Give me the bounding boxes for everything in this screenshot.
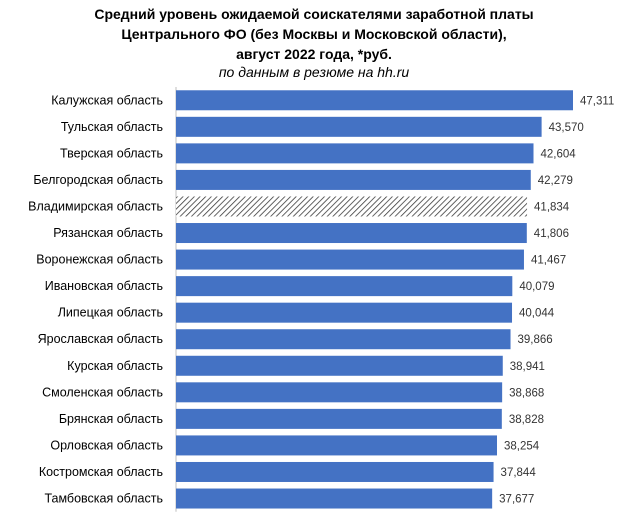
category-label-7: Воронежская область bbox=[36, 253, 163, 267]
value-label-12: 38,868 bbox=[509, 387, 544, 399]
chart-title-line-1: Средний уровень ожидаемой соискателями з… bbox=[94, 6, 534, 22]
value-label-1: 47,311 bbox=[580, 95, 614, 107]
category-label-3: Тверская область bbox=[60, 146, 163, 160]
value-label-3: 42,604 bbox=[541, 148, 577, 160]
value-label-13: 38,828 bbox=[509, 414, 544, 426]
bar-6 bbox=[176, 223, 527, 244]
bar-3 bbox=[176, 143, 534, 164]
bars-layer: Калужская область 47,311 Тульская область 4… bbox=[28, 87, 614, 512]
value-label-9: 40,044 bbox=[519, 308, 555, 320]
bar-15 bbox=[176, 461, 494, 482]
bar-7 bbox=[176, 249, 524, 270]
value-label-16: 37,677 bbox=[499, 494, 534, 506]
bar-8 bbox=[176, 276, 513, 297]
category-label-12: Смоленская область bbox=[42, 385, 163, 399]
category-label-1: Калужская область bbox=[51, 93, 163, 107]
bar-10 bbox=[176, 329, 511, 350]
value-label-10: 39,866 bbox=[518, 334, 553, 346]
value-label-14: 38,254 bbox=[504, 440, 540, 452]
value-label-5: 41,834 bbox=[534, 201, 570, 213]
bar-11 bbox=[176, 355, 503, 376]
bar-4 bbox=[176, 169, 531, 190]
bar-14 bbox=[176, 435, 498, 456]
bar-5 bbox=[176, 196, 528, 217]
bar-2 bbox=[176, 116, 542, 137]
category-label-5: Владимирская область bbox=[28, 199, 163, 213]
value-label-15: 37,844 bbox=[501, 467, 537, 479]
category-label-8: Ивановская область bbox=[45, 279, 163, 293]
bar-12 bbox=[176, 382, 503, 403]
category-label-6: Рязанская область bbox=[53, 226, 163, 240]
value-label-4: 42,279 bbox=[538, 175, 573, 187]
category-label-11: Курская область bbox=[67, 359, 163, 373]
category-label-2: Тульская область bbox=[61, 120, 163, 134]
category-label-4: Белгородская область bbox=[33, 173, 163, 187]
bar-9 bbox=[176, 302, 513, 323]
value-label-8: 40,079 bbox=[519, 281, 554, 293]
chart-title-block: Средний уровень ожидаемой соискателями з… bbox=[0, 4, 628, 80]
value-label-7: 41,467 bbox=[531, 255, 566, 267]
chart-title-line-2: Центрального ФО (без Москвы и Московской… bbox=[121, 26, 507, 42]
value-label-11: 38,941 bbox=[510, 361, 545, 373]
value-label-2: 43,570 bbox=[549, 122, 584, 134]
category-label-9: Липецкая область bbox=[58, 306, 163, 320]
bar-16 bbox=[176, 488, 493, 509]
category-label-16: Тамбовская область bbox=[44, 492, 163, 506]
bar-1 bbox=[176, 90, 573, 111]
chart-title-line-3: август 2022 года, *руб. bbox=[236, 46, 392, 62]
category-label-13: Брянская область bbox=[59, 412, 163, 426]
chart-subtitle: по данным в резюме на hh.ru bbox=[218, 64, 410, 80]
category-label-15: Костромская область bbox=[39, 465, 163, 479]
value-label-6: 41,806 bbox=[534, 228, 569, 240]
bar-13 bbox=[176, 408, 502, 429]
category-label-14: Орловская область bbox=[50, 438, 163, 452]
category-label-10: Ярославская область bbox=[38, 332, 163, 346]
